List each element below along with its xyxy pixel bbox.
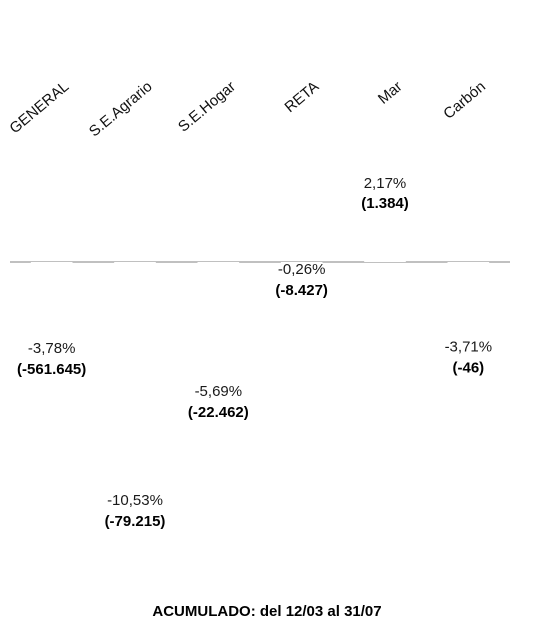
absolute-label-reta: (-8.427)	[275, 282, 328, 299]
bar-carbon	[447, 262, 490, 346]
percent-label-carbon: -3,71%	[445, 338, 493, 355]
absolute-label-s-e-agrario: (-79.215)	[105, 513, 166, 530]
category-label-mar: Mar	[375, 78, 406, 108]
chart-footer-caption: ACUMULADO: del 12/03 al 31/07	[152, 603, 382, 620]
percent-label-s-e-agrario: -10,53%	[107, 492, 163, 509]
percent-label-mar: 2,17%	[364, 175, 407, 192]
percent-label-reta: -0,26%	[278, 261, 326, 278]
absolute-label-general: (-561.645)	[17, 361, 86, 378]
bar-reta	[280, 262, 323, 268]
category-label-general: GENERAL	[6, 78, 72, 137]
bar-general	[30, 262, 73, 348]
category-labels: GENERAL S.E.Agrario S.E.Hogar RETA Mar Carbón	[6, 78, 489, 140]
category-label-carbon: Carbón	[440, 78, 489, 123]
absolute-label-s-e-hogar: (-22.462)	[188, 404, 249, 421]
bar-s-e-hogar	[197, 262, 240, 391]
category-label-s-e-hogar: S.E.Hogar	[175, 78, 239, 136]
category-label-reta: RETA	[282, 78, 323, 116]
bars	[30, 213, 490, 499]
absolute-label-carbon: (-46)	[452, 359, 484, 376]
percent-label-general: -3,78%	[28, 340, 76, 357]
bar-mar	[364, 213, 406, 262]
category-label-s-e-agrario: S.E.Agrario	[86, 78, 156, 140]
bar-s-e-agrario	[114, 262, 156, 499]
absolute-label-mar: (1.384)	[361, 195, 409, 212]
data-labels: -3,78% (-561.645) -10,53% (-79.215) -5,69% (-…	[17, 175, 492, 530]
percent-label-s-e-hogar: -5,69%	[195, 383, 243, 400]
